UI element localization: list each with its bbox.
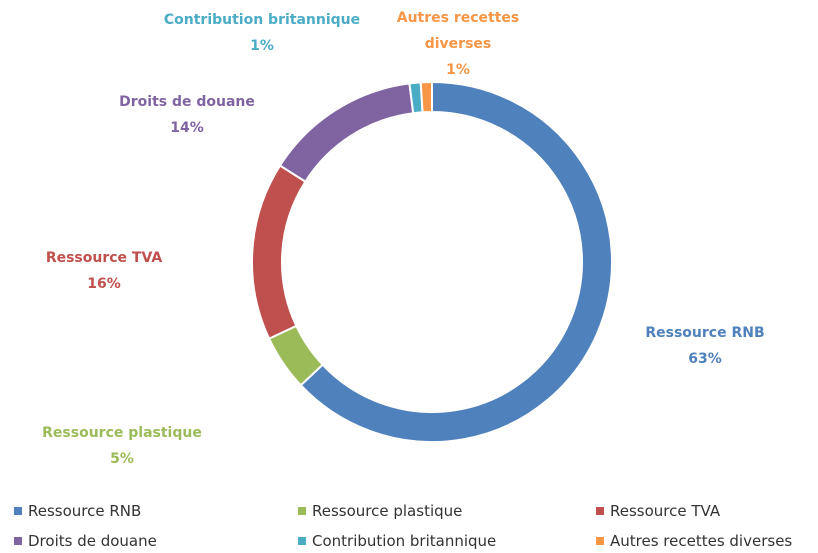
legend-entry: Contribution britannique [298,531,496,551]
data-label: Ressource plastique 5% [12,420,232,472]
label-value: 1% [446,62,470,78]
label-name: Contribution britannique [163,12,361,28]
label-name: Droits de douane [119,94,255,110]
data-label: Contribution britannique 1% [142,7,382,59]
data-label: Autres recettes diverses 1% [383,5,533,83]
label-name: Ressource plastique [42,425,202,441]
donut-slice [251,164,307,340]
legend-swatch [298,507,306,515]
legend-swatch [596,507,604,515]
donut-slice [278,82,415,184]
label-value: 63% [688,351,722,367]
legend-label: Ressource RNB [28,502,142,520]
legend-entry: Ressource TVA [596,501,720,521]
legend-label: Droits de douane [28,532,157,550]
legend-entry: Autres recettes diverses [596,531,792,551]
label-value: 16% [87,276,121,292]
label-name: Ressource RNB [645,325,765,341]
label-name: Autres recettes diverses [396,10,520,52]
legend-entry: Droits de douane [14,531,157,551]
legend-swatch [298,537,306,545]
legend-label: Autres recettes diverses [610,532,793,550]
legend-label: Ressource plastique [312,502,463,520]
label-value: 1% [250,38,274,54]
donut-slice [299,80,613,443]
legend-swatch [14,507,22,515]
legend-label: Contribution britannique [312,532,497,550]
legend-entry: Ressource plastique [298,501,462,521]
data-label: Droits de douane 14% [87,89,287,141]
label-name: Ressource TVA [45,250,163,266]
data-label: Ressource TVA 16% [4,245,204,297]
legend-entry: Ressource RNB [14,501,141,521]
label-value: 5% [110,451,134,467]
label-value: 14% [170,120,204,136]
legend-label: Ressource TVA [610,502,721,520]
legend-swatch [14,537,22,545]
data-label: Ressource RNB 63% [605,320,805,372]
legend-swatch [596,537,604,545]
donut-slice [419,80,433,114]
